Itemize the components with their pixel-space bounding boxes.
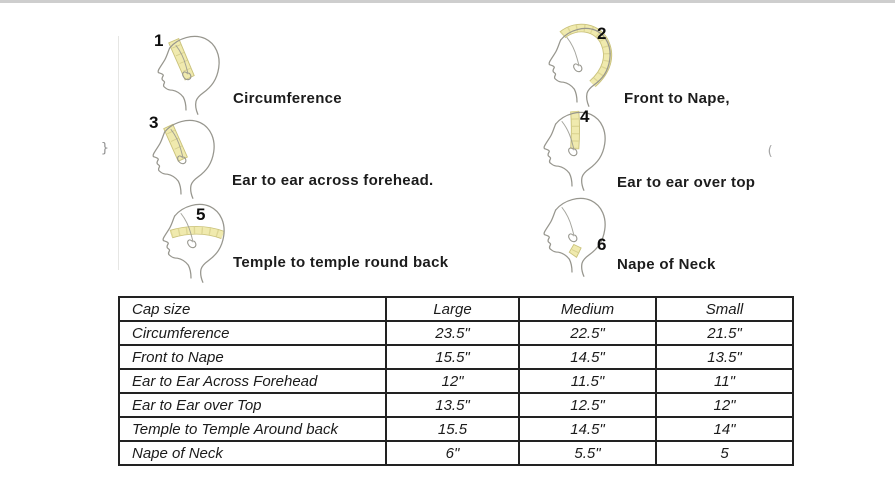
column-header: Large [385, 296, 520, 322]
diagram-label: Circumference [233, 90, 342, 107]
head-profile-temple-to-temple-icon [162, 203, 225, 283]
row-label: Nape of Neck [118, 440, 387, 466]
scan-artifact-edge-line [118, 36, 119, 270]
table-row: Circumference 23.5" 22.5" 21.5" [118, 320, 794, 346]
table-header-row: Cap size Large Medium Small [118, 296, 794, 322]
diagram-number: 4 [580, 107, 590, 126]
row-label: Temple to Temple Around back [118, 416, 387, 442]
cell-value: 5 [655, 440, 794, 466]
head-profile-front-to-nape-icon [548, 23, 613, 107]
row-label: Ear to Ear over Top [118, 392, 387, 418]
table-row: Nape of Neck 6" 5.5" 5 [118, 440, 794, 466]
table-row: Ear to Ear Across Forehead 12" 11.5" 11" [118, 368, 794, 394]
scan-artifact-right-mark: ( [766, 144, 774, 159]
cell-value: 12" [655, 392, 794, 418]
column-header: Cap size [118, 296, 387, 322]
diagram-number: 1 [154, 31, 164, 50]
row-label: Circumference [118, 320, 387, 346]
cell-value: 14.5" [518, 416, 657, 442]
diagram-number: 5 [196, 205, 206, 224]
table-row: Ear to Ear over Top 13.5" 12.5" 12" [118, 392, 794, 418]
diagram-number: 3 [149, 113, 159, 132]
table-row: Temple to Temple Around back 15.5 14.5" 14" [118, 416, 794, 442]
cell-value: 12.5" [518, 392, 657, 418]
diagram-label: Temple to temple round back [233, 254, 449, 271]
head-profile-ear-to-ear-over-top-icon [543, 110, 606, 191]
scan-artifact-left-mark: } [101, 141, 109, 156]
cell-value: 23.5" [385, 320, 520, 346]
diagram-label: Nape of Neck [617, 256, 716, 273]
row-label: Front to Nape [118, 344, 387, 370]
cap-size-table-header: Cap size Large Medium Small [118, 296, 794, 322]
diagram-label: Front to Nape, [624, 90, 730, 107]
cell-value: 11.5" [518, 368, 657, 394]
cell-value: 21.5" [655, 320, 794, 346]
head-profile-ear-to-ear-forehead-icon [152, 119, 215, 199]
measuring-tape-band [568, 243, 582, 259]
diagram-label: Ear to ear over top [617, 174, 756, 191]
cell-value: 6" [385, 440, 520, 466]
column-header: Small [655, 296, 794, 322]
diagram-number: 6 [597, 235, 607, 254]
head-profile-circumference-icon [157, 35, 220, 115]
diagram-number: 2 [597, 24, 607, 43]
column-header: Medium [518, 296, 657, 322]
measuring-tape-band [169, 226, 225, 240]
measuring-tape-band [559, 23, 613, 88]
cell-value: 12" [385, 368, 520, 394]
cell-value: 15.5 [385, 416, 520, 442]
cell-value: 5.5" [518, 440, 657, 466]
scan-artifact-top-line [0, 0, 895, 3]
row-label: Ear to Ear Across Forehead [118, 368, 387, 394]
cell-value: 22.5" [518, 320, 657, 346]
cell-value: 15.5" [385, 344, 520, 370]
cell-value: 11" [655, 368, 794, 394]
cell-value: 14.5" [518, 344, 657, 370]
cell-value: 13.5" [655, 344, 794, 370]
cell-value: 13.5" [385, 392, 520, 418]
measuring-tape-band [570, 110, 580, 150]
diagram-label: Ear to ear across forehead. [232, 172, 434, 189]
head-profile-nape-of-neck-icon [543, 197, 606, 277]
cap-size-table-body: Circumference 23.5" 22.5" 21.5" Front to Nap… [118, 320, 794, 466]
cap-size-table: Cap size Large Medium Small Circumference 23… [118, 296, 794, 466]
cell-value: 14" [655, 416, 794, 442]
table-row: Front to Nape 15.5" 14.5" 13.5" [118, 344, 794, 370]
